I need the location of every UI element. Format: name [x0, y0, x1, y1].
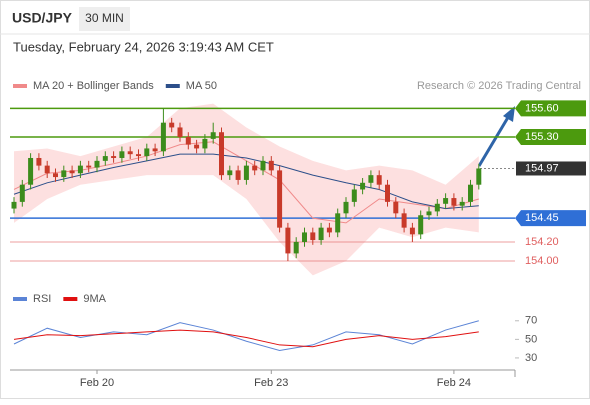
candle-body	[310, 232, 316, 241]
candle-body	[302, 232, 307, 242]
candle-body	[401, 213, 407, 228]
candle-body	[476, 168, 482, 185]
candle-body	[360, 182, 366, 190]
candle-body	[260, 160, 266, 171]
y-tick-label: 70	[525, 315, 537, 327]
candle-body	[418, 215, 424, 235]
candle-body	[86, 165, 92, 168]
legend-label: 9MA	[83, 293, 106, 305]
bollinger-band	[14, 103, 479, 276]
candle-body	[169, 122, 175, 128]
legend-swatch	[165, 84, 180, 88]
candle-body	[268, 160, 274, 171]
candle-body	[459, 201, 465, 206]
arrow-head	[503, 106, 515, 122]
interval-badge	[79, 7, 130, 31]
timestamp: Tuesday, February 24, 2026 3:19:43 AM CE…	[13, 39, 274, 54]
x-tick-label: Feb 23	[254, 377, 288, 389]
legend-label: MA 20 + Bollinger Bands	[33, 80, 154, 92]
candle-body	[335, 213, 341, 233]
candle-body	[293, 241, 299, 254]
candle-body	[144, 148, 150, 157]
candle-body	[111, 156, 117, 158]
candle-body	[277, 170, 283, 228]
candle-body	[393, 201, 399, 214]
level-box	[516, 161, 586, 176]
candle-body	[160, 122, 166, 152]
candle-body	[177, 127, 183, 137]
candle-body	[426, 211, 432, 216]
level-box	[515, 210, 586, 227]
y-tick-label: 50	[525, 333, 537, 345]
candle-body	[210, 132, 216, 139]
candle-body	[385, 184, 390, 202]
candle-body	[434, 203, 440, 212]
candle-body	[119, 151, 125, 158]
candle-body	[77, 165, 83, 174]
candle-body	[69, 170, 75, 174]
rsi-line	[13, 320, 479, 352]
candle-body	[202, 138, 208, 149]
candle-body	[243, 165, 249, 180]
forecast-arrow	[477, 113, 512, 167]
candle-body	[11, 201, 17, 209]
candle-body	[368, 175, 374, 183]
level-label: 154.45	[525, 212, 559, 224]
level-label: 154.00	[525, 255, 559, 267]
candle-body	[194, 144, 200, 149]
candle-body	[44, 165, 50, 174]
candle-body	[36, 157, 42, 166]
x-tick-label: Feb 20	[80, 377, 114, 389]
candle-body	[19, 184, 25, 202]
candle-body	[318, 227, 324, 241]
candle-body	[136, 154, 141, 157]
candle-body	[235, 170, 241, 180]
candle-body	[227, 170, 233, 176]
legend-label: RSI	[33, 293, 51, 305]
candle-body	[451, 198, 457, 206]
symbol: USD/JPY	[12, 10, 73, 26]
y-tick-label: 30	[525, 352, 537, 364]
candle-body	[61, 170, 67, 178]
candle-body	[351, 189, 357, 202]
legend-swatch	[63, 297, 78, 301]
legend-swatch	[13, 84, 27, 88]
candle-body	[376, 175, 382, 185]
candle-body	[443, 198, 449, 204]
candle-body	[28, 157, 34, 185]
candle-body	[468, 184, 473, 202]
indicator-line	[13, 153, 479, 210]
level-label: 155.60	[525, 102, 559, 114]
candle-body	[53, 173, 58, 178]
legend-label: MA 50	[186, 80, 217, 92]
candle-body	[343, 201, 349, 214]
candle-body	[127, 151, 133, 155]
candle-body	[409, 227, 415, 235]
x-tick-label: Feb 24	[437, 377, 471, 389]
candle-body	[102, 156, 108, 161]
candle-body	[326, 227, 332, 233]
level-box	[515, 100, 586, 117]
source: Research © 2026 Trading Central	[417, 80, 581, 92]
level-box	[515, 128, 586, 145]
legend-swatch	[13, 297, 27, 301]
candle-body	[219, 132, 224, 176]
candle-body	[152, 148, 158, 152]
candle-body	[94, 160, 100, 168]
level-label: 155.30	[525, 131, 559, 143]
candle-body	[252, 165, 258, 171]
candle-body	[285, 227, 291, 254]
level-label: 154.97	[525, 162, 559, 174]
level-label: 154.20	[525, 236, 559, 248]
interval: 30 MIN	[85, 11, 124, 25]
rsi-line	[13, 329, 479, 348]
candle-body	[185, 136, 191, 145]
